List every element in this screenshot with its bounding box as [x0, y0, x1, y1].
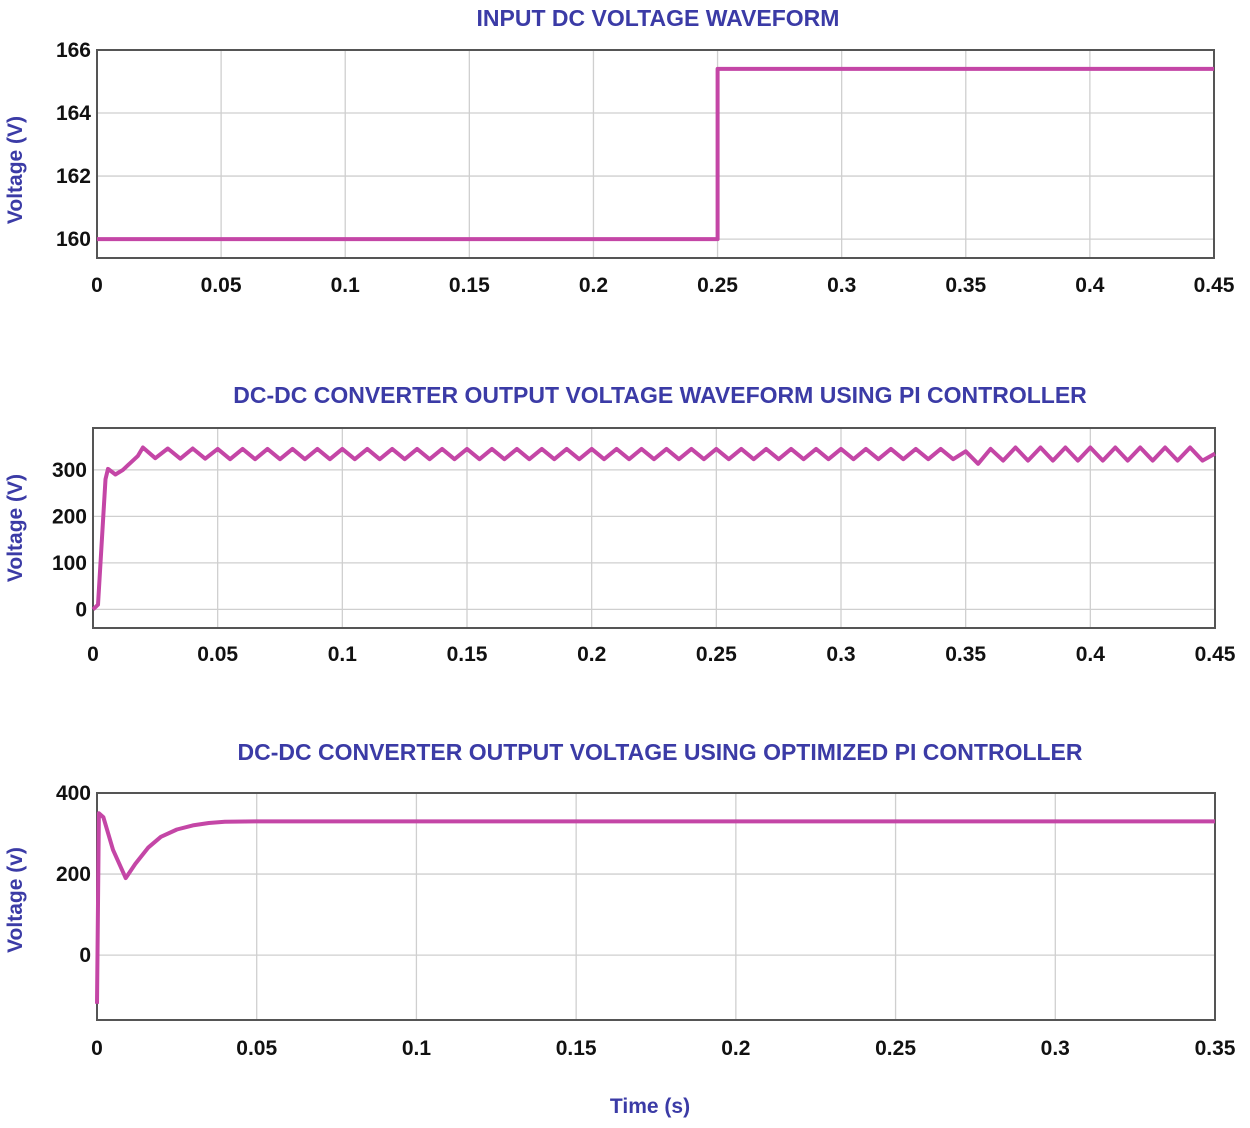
subplot-input-dc-voltage: INPUT DC VOLTAGE WAVEFORM Voltage (V) 0 0…	[4, 5, 1235, 297]
x-tick-label: 0.05	[201, 274, 242, 297]
x-tick-label: 0.4	[1075, 274, 1105, 297]
axes-frame	[96, 792, 1216, 1021]
x-tick-label: 0.05	[236, 1037, 277, 1060]
y-axis-label: Voltage (V)	[4, 474, 27, 582]
y-tick-label: 200	[56, 863, 91, 886]
y-tick-label: 0	[75, 598, 87, 621]
voltage-series-line	[95, 811, 1215, 1004]
x-tick-label: 0.35	[945, 274, 986, 297]
x-tick-label: 0.2	[577, 643, 606, 666]
x-tick-label: 0	[91, 274, 103, 297]
y-tick-label: 100	[52, 552, 87, 575]
x-tick-label: 0.05	[197, 643, 238, 666]
x-tick-label: 0.2	[721, 1037, 750, 1060]
y-tick-label: 160	[56, 228, 91, 251]
y-axis-label: Voltage (v)	[4, 847, 27, 953]
y-axis-label: Voltage (V)	[4, 116, 27, 224]
x-tick-label: 0.4	[1076, 643, 1106, 666]
y-tick-label: 0	[79, 944, 91, 967]
x-tick-label: 0.45	[1194, 274, 1235, 297]
x-tick-label: 0.25	[697, 274, 738, 297]
chart-title: DC-DC CONVERTER OUTPUT VOLTAGE USING OPT…	[237, 739, 1082, 765]
x-tick-label: 0.15	[447, 643, 488, 666]
axes-frame	[92, 427, 1216, 629]
chart-title: INPUT DC VOLTAGE WAVEFORM	[477, 5, 840, 31]
axes-frame	[96, 49, 1215, 259]
voltage-series-line	[97, 66, 1214, 242]
y-tick-label: 300	[52, 459, 87, 482]
x-tick-label: 0.1	[331, 274, 361, 297]
y-tick-label: 162	[56, 165, 91, 188]
subplot-optimized-pi-output: DC-DC CONVERTER OUTPUT VOLTAGE USING OPT…	[4, 739, 1236, 1060]
y-tick-label: 400	[56, 782, 91, 805]
subplot-pi-controller-output: DC-DC CONVERTER OUTPUT VOLTAGE WAVEFORM …	[4, 382, 1236, 666]
x-tick-label: 0.3	[827, 274, 856, 297]
x-tick-label: 0.1	[402, 1037, 432, 1060]
x-tick-label: 0.45	[1195, 643, 1236, 666]
x-tick-label: 0.15	[556, 1037, 597, 1060]
y-tick-label: 200	[52, 505, 87, 528]
x-tick-label: 0.2	[579, 274, 608, 297]
voltage-series-line	[91, 445, 1216, 611]
x-tick-label: 0.15	[449, 274, 490, 297]
y-tick-label: 166	[56, 39, 91, 62]
x-tick-label: 0.3	[1041, 1037, 1070, 1060]
x-tick-label: 0.35	[945, 643, 986, 666]
chart-title: DC-DC CONVERTER OUTPUT VOLTAGE WAVEFORM …	[233, 382, 1087, 408]
x-tick-label: 0.3	[826, 643, 855, 666]
x-tick-label: 0	[87, 643, 99, 666]
x-tick-label: 0.1	[328, 643, 358, 666]
x-axis-label: Time (s)	[610, 1095, 690, 1118]
y-tick-label: 164	[56, 102, 91, 125]
x-tick-label: 0.25	[696, 643, 737, 666]
x-tick-label: 0.25	[875, 1037, 916, 1060]
x-tick-label: 0.35	[1195, 1037, 1236, 1060]
x-tick-label: 0	[91, 1037, 103, 1060]
